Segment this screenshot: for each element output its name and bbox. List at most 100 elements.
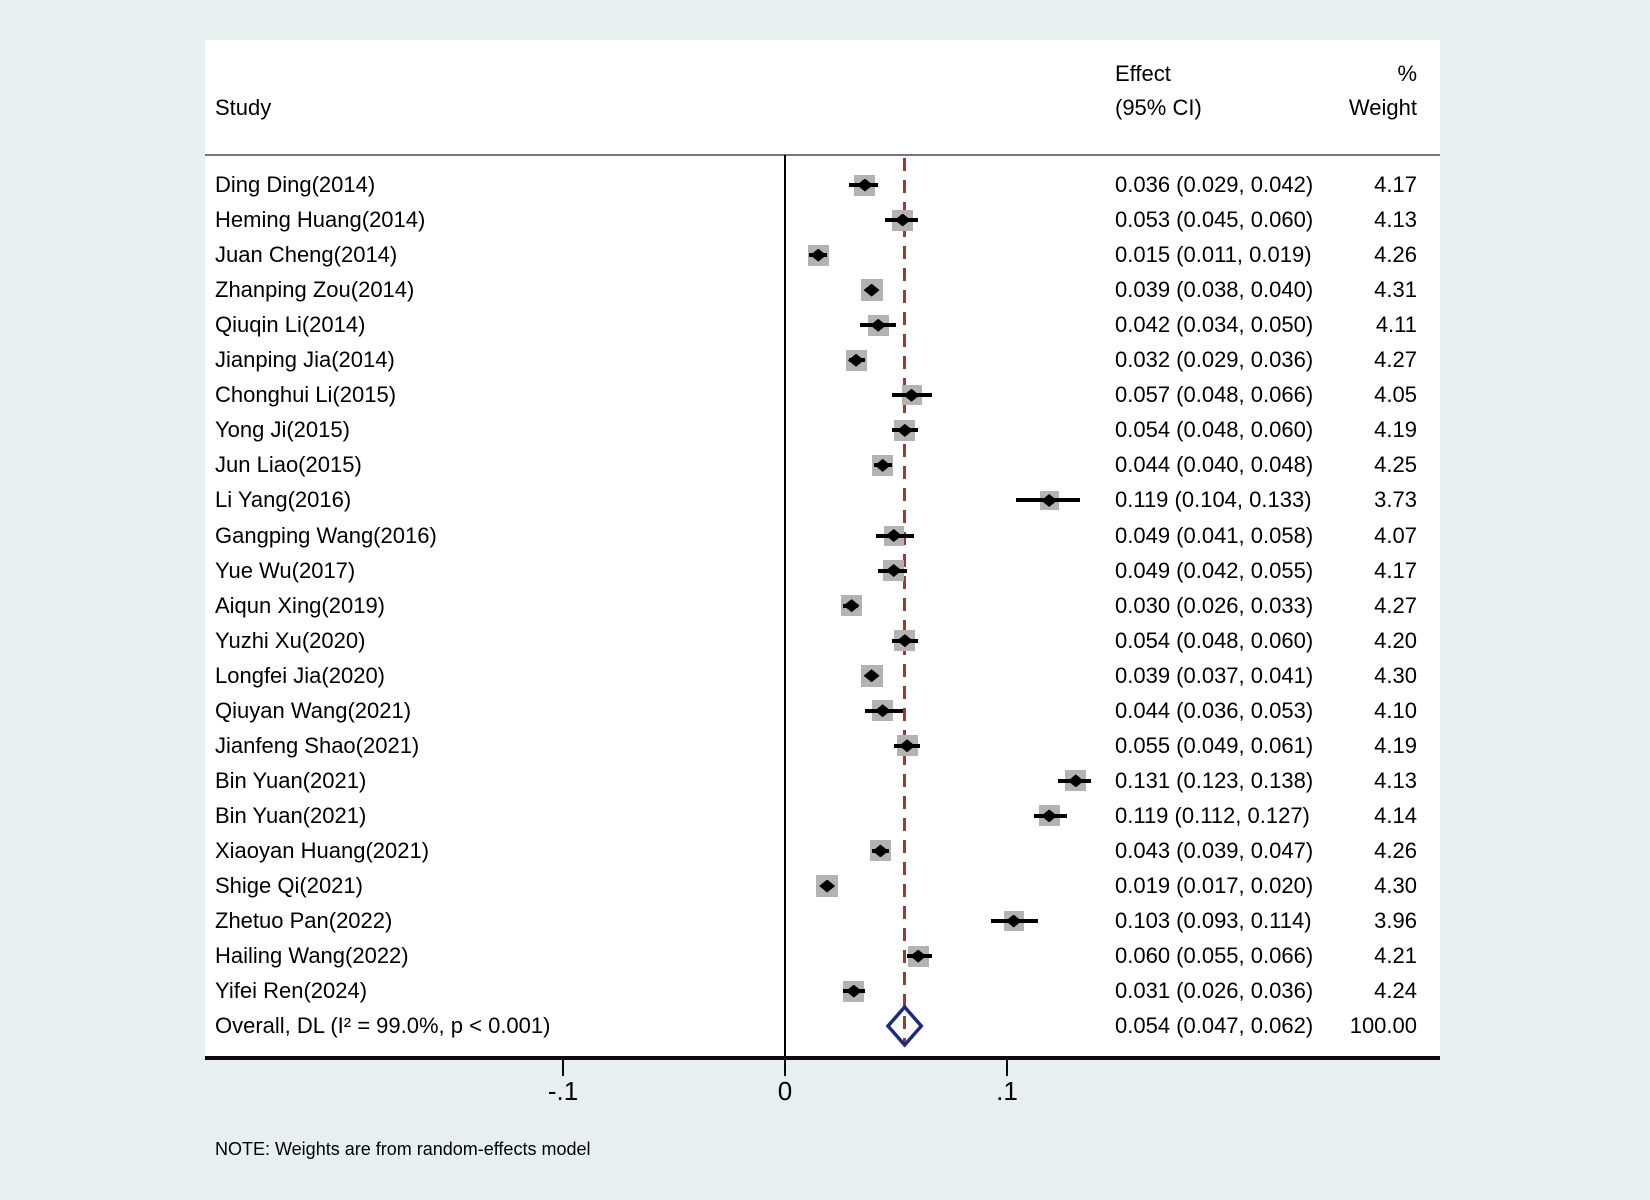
weight-value: 4.19 bbox=[1374, 417, 1417, 443]
overall-weight-value: 100.00 bbox=[1349, 1013, 1417, 1039]
effect-value: 0.032 (0.029, 0.036) bbox=[1115, 347, 1314, 373]
effect-value: 0.060 (0.055, 0.066) bbox=[1115, 943, 1314, 969]
point-marker bbox=[845, 984, 862, 998]
point-marker bbox=[856, 178, 873, 192]
effect-value: 0.119 (0.104, 0.133) bbox=[1115, 487, 1312, 513]
study-label: Qiuqin Li(2014) bbox=[215, 312, 366, 338]
effect-value: 0.031 (0.026, 0.036) bbox=[1115, 978, 1314, 1004]
study-label: Ding Ding(2014) bbox=[215, 172, 376, 197]
weight-value: 4.21 bbox=[1374, 943, 1417, 969]
weight-value: 4.07 bbox=[1374, 522, 1417, 548]
weight-value: 4.11 bbox=[1375, 312, 1417, 338]
effect-value: 0.049 (0.042, 0.055) bbox=[1115, 557, 1314, 583]
effect-value: 0.131 (0.123, 0.138) bbox=[1115, 767, 1314, 793]
effect-value: 0.054 (0.048, 0.060) bbox=[1115, 627, 1314, 653]
weight-value: 4.26 bbox=[1374, 837, 1417, 863]
effect-value: 0.039 (0.037, 0.041) bbox=[1115, 662, 1314, 688]
point-marker bbox=[885, 564, 902, 578]
overall-diamond bbox=[885, 1004, 924, 1048]
effect-value: 0.054 (0.048, 0.060) bbox=[1115, 417, 1314, 443]
weight-value: 3.96 bbox=[1374, 908, 1417, 934]
point-marker bbox=[810, 248, 827, 262]
axis-tick-label: 0 bbox=[777, 1076, 793, 1106]
weight-value: 4.20 bbox=[1374, 627, 1417, 653]
effect-value: 0.044 (0.036, 0.053) bbox=[1115, 697, 1314, 723]
study-label: Chonghui Li(2015) bbox=[215, 382, 397, 408]
column-header-effect: Effect bbox=[1115, 61, 1171, 86]
overall-dashed-line bbox=[903, 158, 907, 1046]
point-marker bbox=[874, 458, 891, 472]
study-label: Yifei Ren(2024) bbox=[215, 978, 368, 1004]
study-label: Jun Liao(2015) bbox=[215, 452, 362, 478]
study-label: Li Yang(2016) bbox=[215, 487, 352, 513]
weight-value: 4.25 bbox=[1374, 452, 1417, 478]
weight-value: 4.27 bbox=[1374, 347, 1417, 373]
effect-value: 0.030 (0.026, 0.033) bbox=[1115, 592, 1314, 618]
effect-value: 0.057 (0.048, 0.066) bbox=[1115, 382, 1314, 408]
weight-value: 4.13 bbox=[1374, 207, 1417, 233]
point-marker bbox=[896, 423, 913, 437]
weight-value: 4.31 bbox=[1374, 277, 1417, 303]
overall-effect-value: 0.054 (0.047, 0.062) bbox=[1115, 1013, 1314, 1039]
point-marker bbox=[848, 353, 865, 367]
point-marker bbox=[872, 844, 889, 858]
point-marker bbox=[1067, 774, 1084, 788]
weight-value: 4.30 bbox=[1374, 873, 1417, 898]
weight-value: 4.17 bbox=[1374, 172, 1417, 197]
effect-value: 0.036 (0.029, 0.042) bbox=[1115, 172, 1314, 197]
study-label: Gangping Wang(2016) bbox=[215, 522, 437, 548]
weight-value: 4.10 bbox=[1374, 697, 1417, 723]
weight-value: 4.30 bbox=[1374, 662, 1417, 688]
study-label: Heming Huang(2014) bbox=[215, 207, 426, 233]
study-label: Bin Yuan(2021) bbox=[215, 767, 367, 793]
point-marker bbox=[1041, 809, 1058, 823]
effect-value: 0.039 (0.038, 0.040) bbox=[1115, 277, 1314, 303]
study-label: Shige Qi(2021) bbox=[215, 873, 363, 898]
weight-value: 3.73 bbox=[1374, 487, 1417, 513]
point-marker bbox=[819, 879, 836, 893]
study-label: Qiuyan Wang(2021) bbox=[215, 697, 412, 723]
point-marker bbox=[903, 388, 920, 402]
effect-value: 0.049 (0.041, 0.058) bbox=[1115, 522, 1314, 548]
axis-tick bbox=[1005, 1060, 1009, 1076]
point-marker bbox=[870, 318, 887, 332]
axis-tick bbox=[783, 1060, 787, 1076]
study-label: Juan Cheng(2014) bbox=[215, 242, 398, 268]
point-marker bbox=[843, 599, 860, 613]
point-marker bbox=[874, 704, 891, 718]
study-label: Yuzhi Xu(2020) bbox=[215, 627, 366, 653]
note-text: NOTE: Weights are from random-effects mo… bbox=[215, 1139, 591, 1159]
point-marker bbox=[863, 283, 880, 297]
effect-value: 0.044 (0.040, 0.048) bbox=[1115, 452, 1314, 478]
effect-value: 0.055 (0.049, 0.061) bbox=[1115, 732, 1314, 758]
study-label: Yue Wu(2017) bbox=[215, 557, 356, 583]
effect-value: 0.015 (0.011, 0.019) bbox=[1115, 242, 1312, 268]
column-header-weight-percent: % bbox=[1397, 61, 1417, 86]
study-label: Hailing Wang(2022) bbox=[215, 943, 409, 969]
study-label: Jianfeng Shao(2021) bbox=[215, 732, 420, 758]
weight-value: 4.19 bbox=[1374, 732, 1417, 758]
weight-value: 4.14 bbox=[1374, 802, 1417, 828]
effect-value: 0.119 (0.112, 0.127) bbox=[1115, 802, 1310, 828]
weight-value: 4.27 bbox=[1374, 592, 1417, 618]
study-label: Jianping Jia(2014) bbox=[215, 347, 395, 373]
study-label: Aiqun Xing(2019) bbox=[215, 592, 386, 618]
effect-value: 0.103 (0.093, 0.114) bbox=[1115, 908, 1312, 934]
point-marker bbox=[899, 739, 916, 753]
column-header-weight: Weight bbox=[1348, 95, 1417, 120]
point-marker bbox=[1041, 493, 1058, 507]
x-axis-line bbox=[205, 1056, 1440, 1060]
axis-tick-label: .1 bbox=[996, 1076, 1018, 1106]
effect-value: 0.042 (0.034, 0.050) bbox=[1115, 312, 1314, 338]
point-marker bbox=[894, 213, 911, 227]
effect-value: 0.043 (0.039, 0.047) bbox=[1115, 837, 1314, 863]
point-marker bbox=[863, 669, 880, 683]
study-label: Zhanping Zou(2014) bbox=[215, 277, 415, 303]
weight-value: 4.05 bbox=[1374, 382, 1417, 408]
weight-value: 4.17 bbox=[1374, 557, 1417, 583]
zero-line bbox=[783, 155, 787, 1056]
point-marker bbox=[885, 529, 902, 542]
study-label: Yong Ji(2015) bbox=[215, 417, 350, 443]
study-label: Longfei Jia(2020) bbox=[215, 662, 386, 688]
